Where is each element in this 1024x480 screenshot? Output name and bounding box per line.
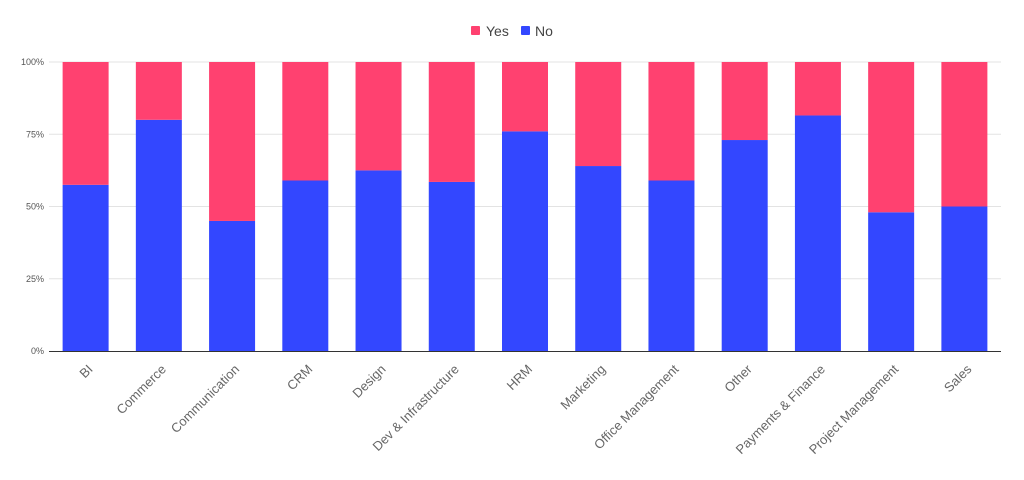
bar-no bbox=[502, 131, 548, 351]
bar-no bbox=[135, 119, 182, 351]
bar-no bbox=[721, 140, 768, 351]
x-tick-label: Sales bbox=[941, 361, 975, 395]
bar-yes bbox=[209, 62, 256, 221]
bars bbox=[62, 62, 988, 351]
y-tick-label: 100% bbox=[21, 57, 44, 67]
x-tick-label: CRM bbox=[284, 362, 316, 394]
bar-yes bbox=[868, 62, 915, 213]
bar-no bbox=[428, 181, 475, 351]
y-tick-label: 75% bbox=[26, 129, 44, 139]
y-tick-label: 0% bbox=[31, 346, 44, 356]
bar-yes bbox=[355, 62, 402, 171]
legend: Yes No bbox=[471, 23, 553, 39]
legend-label-yes: Yes bbox=[486, 23, 509, 39]
bar-no bbox=[575, 166, 622, 351]
x-tick-label: BI bbox=[76, 362, 95, 381]
legend-swatch-no bbox=[521, 26, 530, 35]
x-tick-label: HRM bbox=[504, 362, 536, 394]
bar-no bbox=[794, 115, 841, 351]
x-tick-label: Marketing bbox=[557, 362, 608, 413]
bar-yes bbox=[135, 62, 182, 120]
y-tick-label: 25% bbox=[26, 274, 44, 284]
bar-yes bbox=[794, 62, 841, 116]
legend-swatch-yes bbox=[471, 26, 480, 35]
x-tick-label: Commerce bbox=[113, 362, 169, 418]
bar-yes bbox=[428, 62, 475, 182]
bar-yes bbox=[62, 62, 109, 185]
bar-yes bbox=[282, 62, 329, 181]
bar-no bbox=[648, 180, 695, 351]
bar-yes bbox=[721, 62, 768, 141]
y-axis-ticks: 0% 25% 50% 75% 100% bbox=[21, 57, 44, 356]
bar-no bbox=[282, 180, 329, 351]
bar-yes bbox=[941, 62, 988, 207]
bar-no bbox=[941, 206, 988, 351]
y-tick-label: 50% bbox=[26, 202, 44, 212]
bar-yes bbox=[648, 62, 695, 181]
bar-yes bbox=[575, 62, 622, 167]
legend-label-no: No bbox=[535, 23, 553, 39]
bar-no bbox=[355, 170, 402, 351]
x-tick-label: Other bbox=[721, 361, 755, 395]
bar-no bbox=[62, 184, 109, 351]
x-tick-label: Design bbox=[349, 362, 388, 401]
bar-yes bbox=[502, 62, 548, 132]
bar-no bbox=[868, 212, 915, 351]
x-tick-label: Communication bbox=[168, 362, 242, 436]
bar-no bbox=[209, 220, 256, 351]
